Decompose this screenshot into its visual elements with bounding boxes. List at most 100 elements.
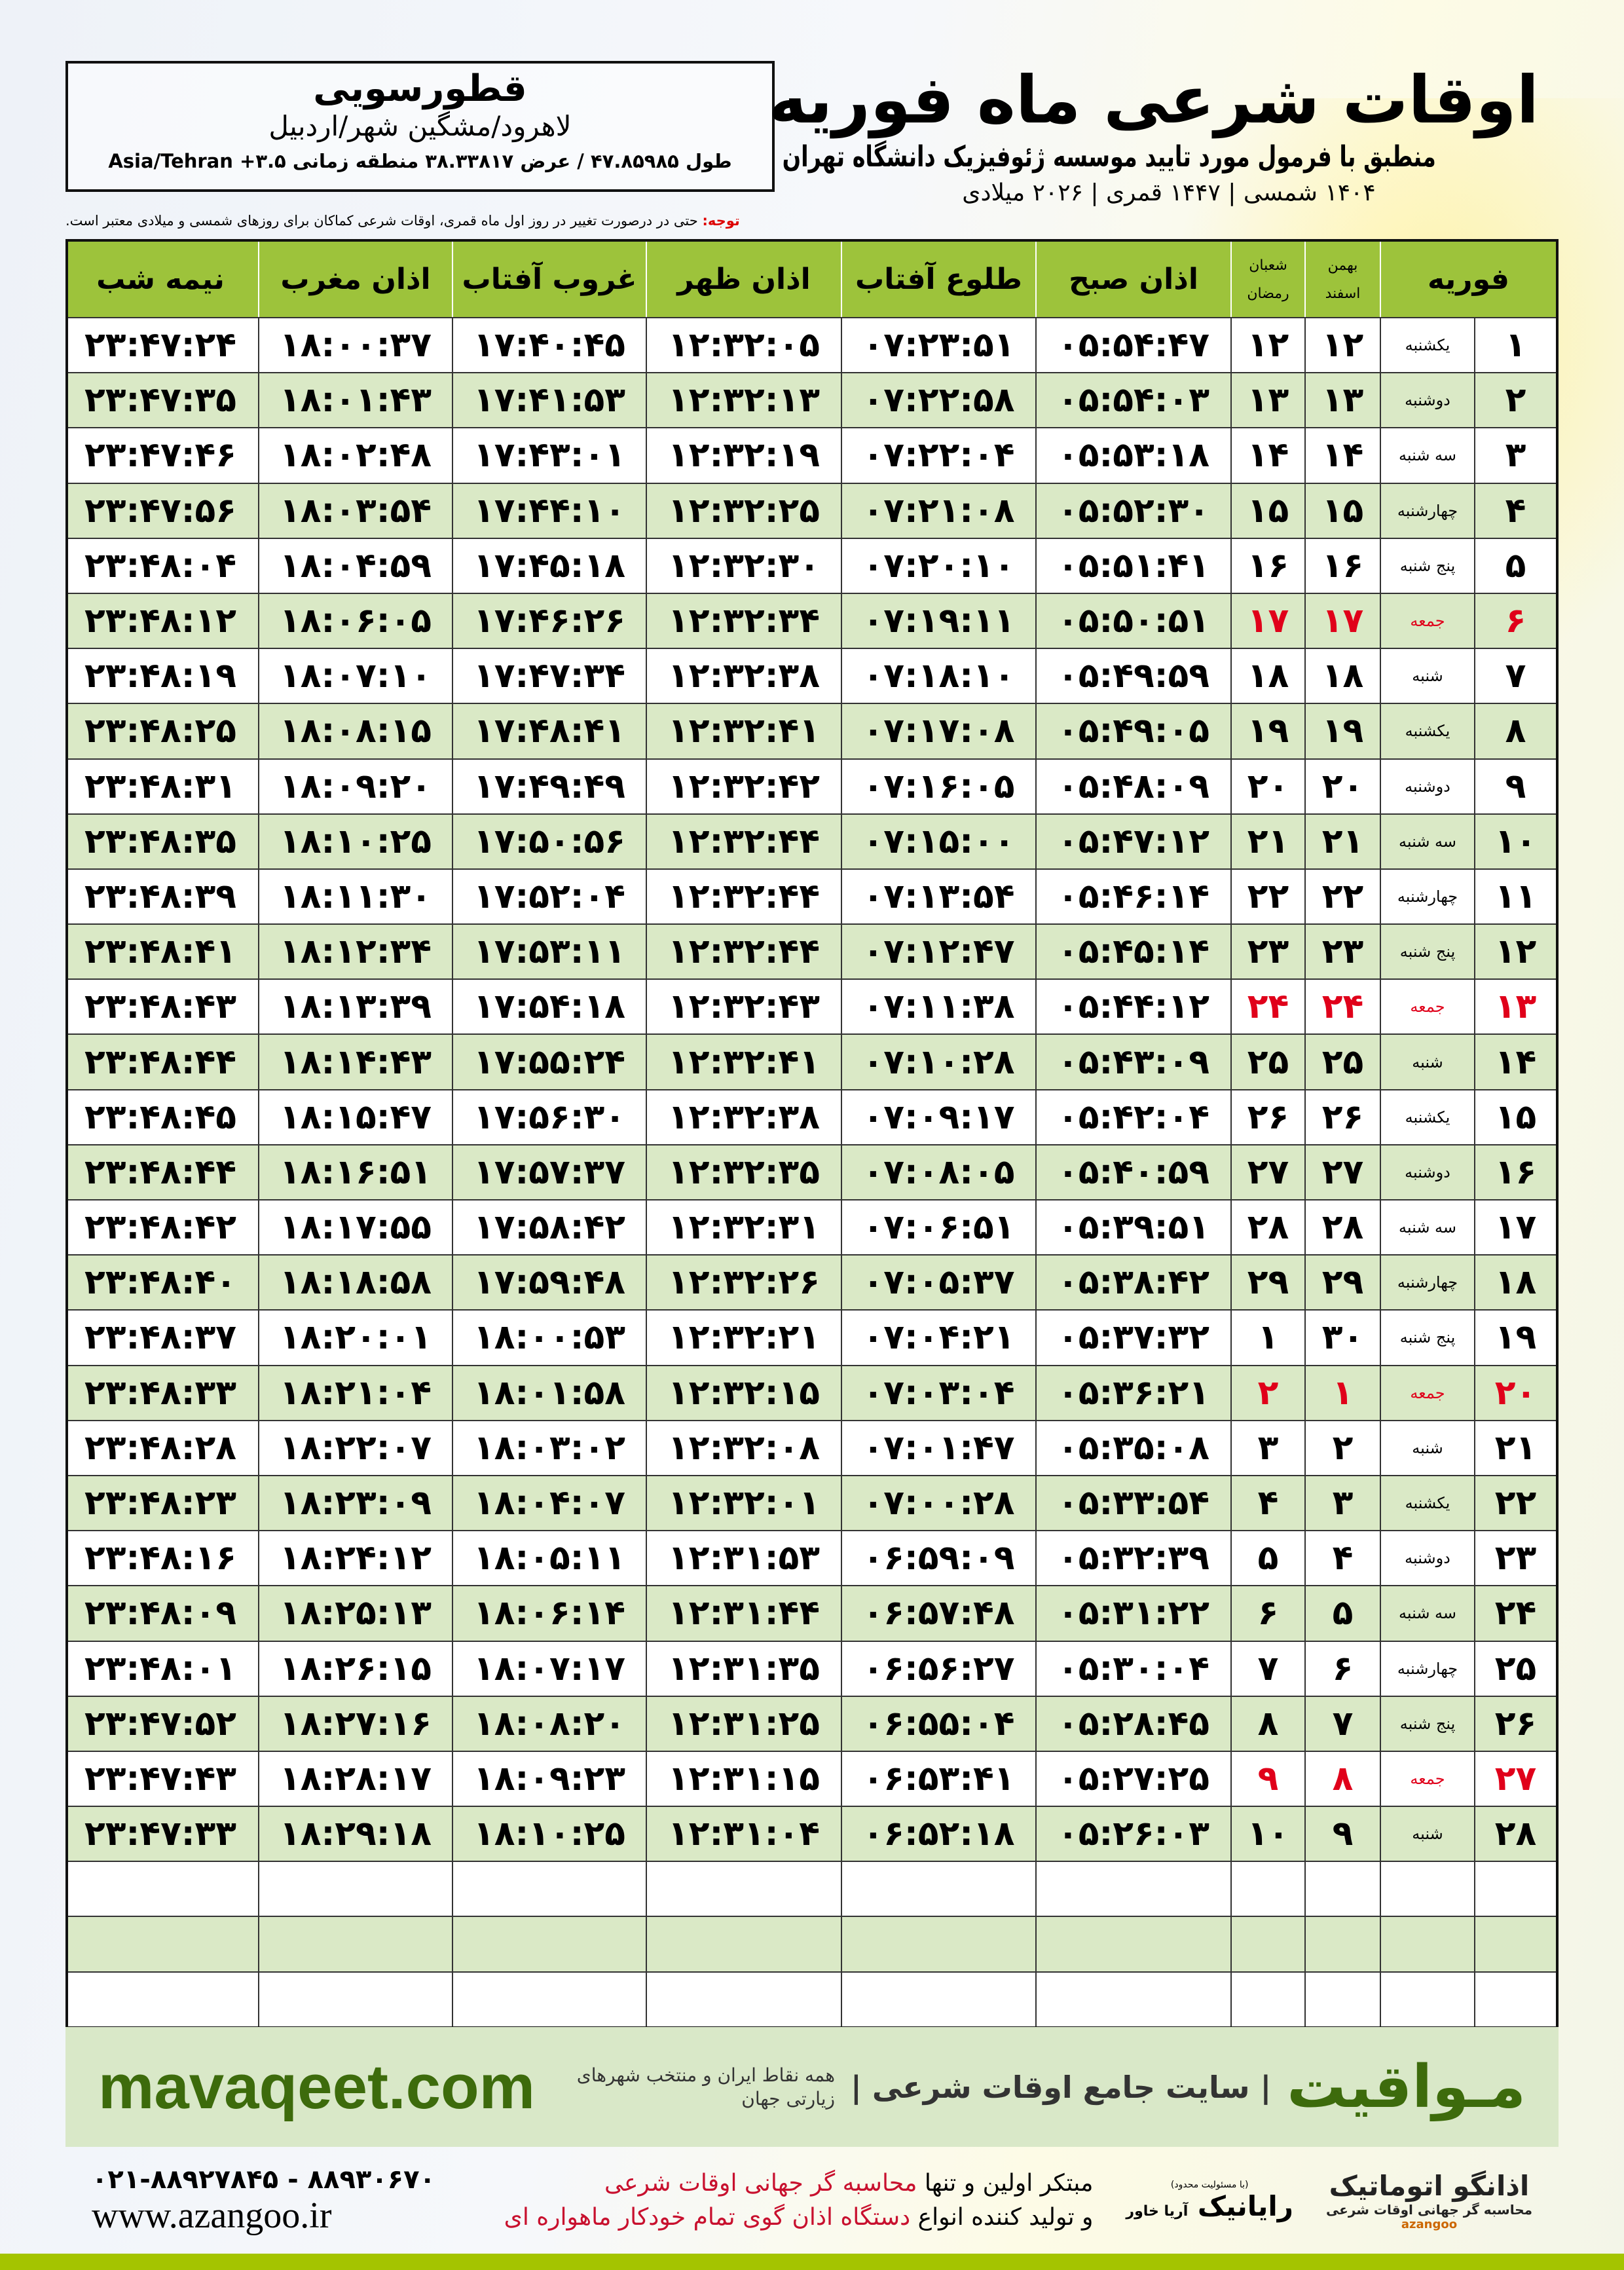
cell-weekday: شنبه xyxy=(1380,1421,1474,1475)
note: توجه: حتی در درصورت تغییر در روز اول ماه… xyxy=(65,213,775,229)
cell-hijri: ۲۶ xyxy=(1230,1090,1304,1144)
cell-weekday xyxy=(1380,1917,1474,1971)
table-row xyxy=(68,1916,1556,1971)
cell-weekday: سه شنبه xyxy=(1380,1200,1474,1255)
cell-hijri: ۱۲ xyxy=(1230,318,1304,373)
note-label: توجه: xyxy=(702,213,740,229)
cell-weekday xyxy=(1380,1862,1474,1916)
cell-fajr: ۰۵:۵۲:۳۰ xyxy=(1035,483,1230,538)
cell-dhuhr: ۱۲:۳۲:۱۵ xyxy=(646,1366,841,1420)
cell-shamsi: ۱ xyxy=(1304,1366,1380,1420)
cell-weekday: پنج شنبه xyxy=(1380,925,1474,979)
table-row: ۴ چهارشنبه ۱۵ ۱۵ ۰۵:۵۲:۳۰ ۰۷:۲۱:۰۸ ۱۲:۳۲:۲۵ ۱۷:… xyxy=(68,482,1556,538)
table-row: ۲۳ دوشنبه ۴ ۵ ۰۵:۳۲:۳۹ ۰۶:۵۹:۰۹ ۱۲:۳۱:۵۳ ۱۸:۰۵:… xyxy=(68,1530,1556,1586)
col-maghrib: اذان مغرب xyxy=(258,242,452,317)
cell-dhuhr: ۱۲:۳۲:۴۱ xyxy=(646,1035,841,1089)
cell-day xyxy=(1474,1862,1556,1916)
cell-dhuhr: ۱۲:۳۲:۴۴ xyxy=(646,814,841,868)
cell-hijri: ۲۰ xyxy=(1230,759,1304,813)
cell-hijri xyxy=(1230,1972,1304,2026)
cell-maghrib: ۱۸:۲۸:۱۷ xyxy=(258,1751,452,1806)
cell-weekday: جمعه xyxy=(1380,980,1474,1034)
table-row: ۲۵ چهارشنبه ۶ ۷ ۰۵:۳۰:۰۴ ۰۶:۵۶:۲۷ ۱۲:۳۱:۳۵ ۱۸:۰… xyxy=(68,1640,1556,1696)
cell-fajr: ۰۵:۳۵:۰۸ xyxy=(1035,1421,1230,1475)
table-row: ۱۳ جمعه ۲۴ ۲۴ ۰۵:۴۴:۱۲ ۰۷:۱۱:۳۸ ۱۲:۳۲:۴۳ ۱۷:۵۴:… xyxy=(68,978,1556,1034)
cell-weekday: شنبه xyxy=(1380,1035,1474,1089)
promo-line1-b: محاسبه گر جهانی اوقات شرعی xyxy=(604,2170,917,2197)
table-row: ۱۲ پنج شنبه ۲۳ ۲۳ ۰۵:۴۵:۱۴ ۰۷:۱۲:۴۷ ۱۲:۳۲:۴۴ ۱۷… xyxy=(68,923,1556,979)
cell-sunrise: ۰۶:۵۳:۴۱ xyxy=(841,1751,1035,1806)
cell-maghrib: ۱۸:۱۵:۴۷ xyxy=(258,1090,452,1144)
cell-shamsi: ۲۴ xyxy=(1304,980,1380,1034)
cell-sunset: ۱۸:۰۶:۱۴ xyxy=(452,1586,646,1641)
cell-sunrise: ۰۶:۵۶:۲۷ xyxy=(841,1641,1035,1696)
site-url[interactable]: mavaqeet.com xyxy=(98,2051,535,2122)
cell-fajr: ۰۵:۴۲:۰۴ xyxy=(1035,1090,1230,1144)
col-hijri-bottom: رمضان xyxy=(1247,285,1289,302)
cell-shamsi: ۵ xyxy=(1304,1586,1380,1641)
site-title: | سایت جامع اوقات شرعی | xyxy=(851,2069,1272,2105)
cell-sunset: ۱۷:۵۰:۵۶ xyxy=(452,814,646,868)
rayanik-sub: آریا خاور xyxy=(1126,2203,1189,2220)
cell-fajr: ۰۵:۴۹:۰۵ xyxy=(1035,704,1230,758)
cell-sunset: ۱۷:۴۹:۴۹ xyxy=(452,759,646,813)
cell-sunset: ۱۸:۰۱:۵۸ xyxy=(452,1366,646,1420)
table-row xyxy=(68,1861,1556,1916)
cell-sunset xyxy=(452,1862,646,1916)
cell-hijri: ۶ xyxy=(1230,1586,1304,1641)
cell-day: ۴ xyxy=(1474,483,1556,538)
cell-midnight: ۲۳:۴۷:۴۶ xyxy=(84,436,237,475)
cell-midnight: ۲۳:۴۸:۴۴ xyxy=(84,1042,237,1082)
cell-sunrise: ۰۷:۱۱:۳۸ xyxy=(841,980,1035,1034)
cell-shamsi: ۲ xyxy=(1304,1421,1380,1475)
cell-shamsi: ۳۰ xyxy=(1304,1311,1380,1365)
cell-day: ۳ xyxy=(1474,428,1556,483)
cell-midnight: ۲۳:۴۸:۱۶ xyxy=(84,1538,237,1578)
cell-fajr: ۰۵:۵۰:۵۱ xyxy=(1035,593,1230,648)
cell-fajr: ۰۵:۴۷:۱۲ xyxy=(1035,814,1230,868)
cell-maghrib: ۱۸:۱۸:۵۸ xyxy=(258,1256,452,1310)
cell-midnight: ۲۳:۴۸:۴۲ xyxy=(84,1208,237,1248)
cell-fajr: ۰۵:۴۰:۵۹ xyxy=(1035,1145,1230,1199)
cell-sunset: ۱۷:۵۵:۲۴ xyxy=(452,1035,646,1089)
cell-maghrib: ۱۸:۰۰:۳۷ xyxy=(258,318,452,373)
promo-text: مبتکر اولین و تنها محاسبه گر جهانی اوقات… xyxy=(504,2167,1094,2235)
cell-maghrib xyxy=(258,1862,452,1916)
cell-day: ۲۳ xyxy=(1474,1531,1556,1586)
cell-weekday: پنج شنبه xyxy=(1380,538,1474,593)
cell-sunrise xyxy=(841,1862,1035,1916)
cell-sunrise: ۰۷:۰۵:۳۷ xyxy=(841,1256,1035,1310)
cell-sunrise: ۰۷:۱۹:۱۱ xyxy=(841,593,1035,648)
cell-day: ۲۲ xyxy=(1474,1476,1556,1531)
cell-sunset: ۱۷:۴۸:۴۱ xyxy=(452,704,646,758)
azangoo-url[interactable]: www.azangoo.ir xyxy=(92,2195,332,2236)
cell-hijri: ۲ xyxy=(1230,1366,1304,1420)
cell-day: ۲۸ xyxy=(1474,1807,1556,1861)
cell-shamsi: ۲۰ xyxy=(1304,759,1380,813)
cell-sunset: ۱۷:۴۴:۱۰ xyxy=(452,483,646,538)
cell-hijri: ۲۹ xyxy=(1230,1256,1304,1310)
cell-hijri: ۴ xyxy=(1230,1476,1304,1531)
cell-fajr: ۰۵:۲۷:۲۵ xyxy=(1035,1751,1230,1806)
cell-sunrise: ۰۷:۱۳:۵۴ xyxy=(841,869,1035,924)
table-row: ۲۱ شنبه ۲ ۳ ۰۵:۳۵:۰۸ ۰۷:۰۱:۴۷ ۱۲:۳۲:۰۸ ۱۸:۰۳:۰۲… xyxy=(68,1419,1556,1475)
cell-sunset: ۱۷:۴۶:۲۶ xyxy=(452,593,646,648)
cell-sunrise xyxy=(841,1917,1035,1971)
cell-sunset: ۱۷:۵۲:۰۴ xyxy=(452,869,646,924)
cell-maghrib: ۱۸:۰۲:۴۸ xyxy=(258,428,452,483)
cell-sunset xyxy=(452,1972,646,2026)
cell-hijri xyxy=(1230,1862,1304,1916)
cell-midnight: ۲۳:۴۸:۴۳ xyxy=(84,987,237,1027)
cell-maghrib xyxy=(258,1917,452,1971)
cell-midnight: ۲۳:۴۸:۳۷ xyxy=(84,1318,237,1358)
mavaqeet-logo: مـواقیت xyxy=(1287,2053,1526,2121)
cell-maghrib: ۱۸:۱۰:۲۵ xyxy=(258,814,452,868)
cell-fajr: ۰۵:۵۴:۴۷ xyxy=(1035,318,1230,373)
cell-sunrise: ۰۷:۰۰:۲۸ xyxy=(841,1476,1035,1531)
cell-hijri: ۱۴ xyxy=(1230,428,1304,483)
cell-fajr xyxy=(1035,1862,1230,1916)
cell-dhuhr xyxy=(646,1917,841,1971)
cell-day: ۶ xyxy=(1474,593,1556,648)
cell-sunset: ۱۷:۴۵:۱۸ xyxy=(452,538,646,593)
cell-day: ۱۸ xyxy=(1474,1256,1556,1310)
